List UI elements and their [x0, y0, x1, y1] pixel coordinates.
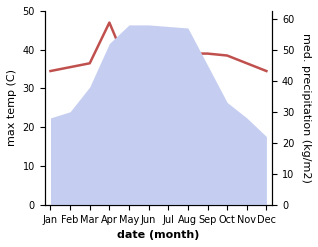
Y-axis label: max temp (C): max temp (C) [7, 69, 17, 146]
X-axis label: date (month): date (month) [117, 230, 200, 240]
Y-axis label: med. precipitation (kg/m2): med. precipitation (kg/m2) [301, 33, 311, 183]
